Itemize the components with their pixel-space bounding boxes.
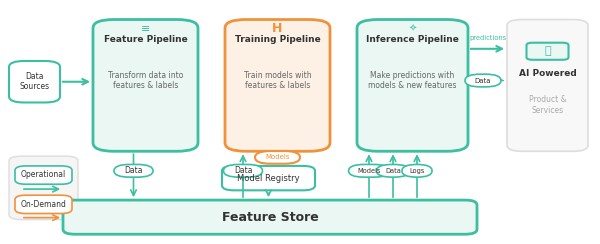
FancyBboxPatch shape [255,151,300,164]
Text: Transform data into
features & labels: Transform data into features & labels [108,71,183,90]
Text: AI Powered: AI Powered [518,69,577,78]
FancyBboxPatch shape [15,195,72,214]
FancyBboxPatch shape [9,156,78,220]
Text: Operational: Operational [21,171,66,179]
FancyBboxPatch shape [527,43,569,60]
Text: Feature Pipeline: Feature Pipeline [104,35,187,43]
Text: Train models with
features & labels: Train models with features & labels [244,71,311,90]
Text: ≡: ≡ [141,24,150,34]
Text: predictions: predictions [469,35,506,41]
Text: Data: Data [124,166,143,175]
Text: ✧: ✧ [409,24,416,34]
FancyBboxPatch shape [377,164,410,177]
Text: Data: Data [475,78,491,83]
FancyBboxPatch shape [349,164,389,177]
FancyBboxPatch shape [224,164,263,177]
FancyBboxPatch shape [465,74,501,87]
FancyBboxPatch shape [222,166,315,190]
FancyBboxPatch shape [93,20,198,151]
FancyBboxPatch shape [9,61,60,102]
Text: Logs: Logs [409,168,425,174]
Text: Models: Models [265,154,290,160]
Text: Model Registry: Model Registry [237,174,300,183]
Text: H: H [272,22,283,35]
Text: Models: Models [357,168,381,174]
Text: Data: Data [385,168,401,174]
FancyBboxPatch shape [507,20,588,151]
FancyBboxPatch shape [225,20,330,151]
FancyBboxPatch shape [114,164,153,177]
FancyBboxPatch shape [357,20,468,151]
Text: Data
Sources: Data Sources [19,72,50,92]
Text: Data: Data [234,166,252,175]
Text: 🖥: 🖥 [544,46,551,56]
Text: Make predictions with
models & new features: Make predictions with models & new featu… [368,71,457,90]
Text: Inference Pipeline: Inference Pipeline [366,35,459,43]
Text: On-Demand: On-Demand [20,200,67,209]
Text: Product &
Services: Product & Services [529,95,566,115]
Text: Feature Store: Feature Store [221,211,319,224]
FancyBboxPatch shape [15,166,72,184]
FancyBboxPatch shape [63,200,477,234]
FancyBboxPatch shape [402,164,432,177]
Text: Training Pipeline: Training Pipeline [235,35,320,43]
